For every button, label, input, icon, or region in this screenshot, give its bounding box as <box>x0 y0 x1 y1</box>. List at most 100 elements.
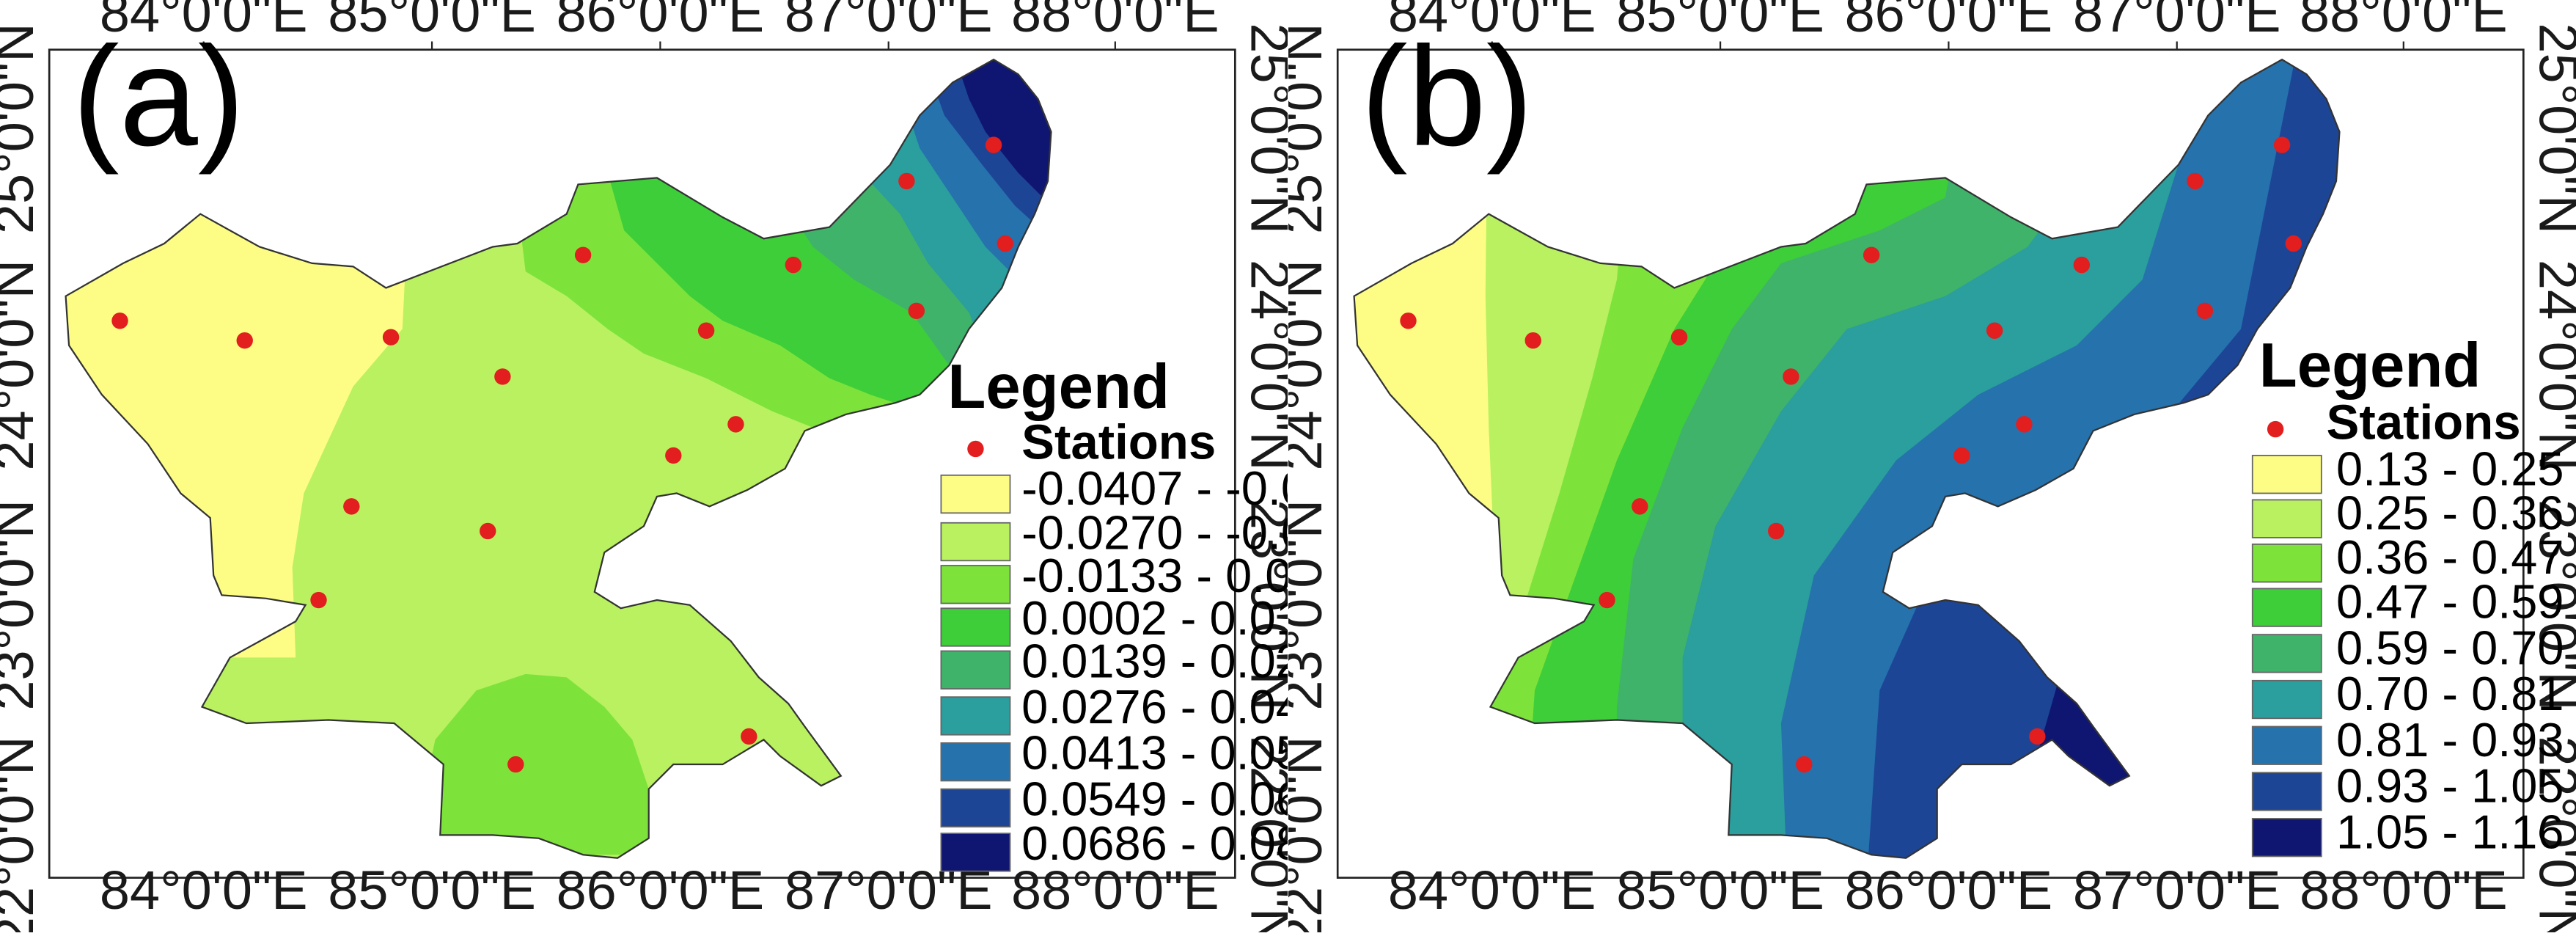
station-marker <box>1632 498 1648 515</box>
station-marker <box>785 256 802 274</box>
y-tick-left: 22°0'0"N <box>0 736 45 932</box>
legend-swatch <box>940 696 1011 736</box>
x-tick-bottom: 87°0'0"E <box>2073 860 2281 921</box>
panel-label: (a) <box>73 18 245 175</box>
legend-title: Legend <box>2259 331 2481 401</box>
station-marker <box>997 235 1013 252</box>
station-marker <box>2016 416 2033 433</box>
x-tick-top: 84°0'0"E <box>1388 0 1596 43</box>
y-tick-right: 24°0'0"N <box>2528 260 2576 471</box>
station-marker <box>697 322 715 339</box>
station-marker <box>343 498 360 515</box>
legend-swatch <box>2251 725 2322 765</box>
station-marker <box>2285 235 2302 252</box>
panel-label: (b) <box>1361 18 1533 175</box>
station-marker <box>310 591 327 609</box>
legend-range: 0.25 - 0.36 <box>2336 486 2564 540</box>
x-tick-top: 88°0'0"E <box>1011 0 1219 43</box>
legend-swatch <box>940 833 1011 872</box>
station-marker <box>111 312 128 329</box>
station-marker <box>1670 329 1688 345</box>
legend-swatch <box>2251 634 2322 673</box>
station-marker <box>1400 312 1417 329</box>
legend-swatch <box>2251 772 2322 811</box>
legend-stations-label: Stations <box>1021 414 1216 469</box>
x-tick-top: 85°0'0"E <box>328 0 536 43</box>
stations-a <box>111 136 1013 773</box>
station-marker <box>908 302 925 320</box>
x-tick-bottom: 85°0'0"E <box>328 860 536 921</box>
station-marker <box>2073 256 2091 274</box>
legend-range: 0.70 - 0.81 <box>2336 667 2564 720</box>
station-marker <box>1863 246 1880 263</box>
y-tick-left: 25°0'0"N <box>0 23 45 234</box>
station-marker <box>1599 591 1615 609</box>
station-marker <box>1986 322 2003 339</box>
map-b-svg: 84°0'0"E 85°0'0"E 86°0'0"E 87°0'0"E 88°0… <box>1272 0 2576 936</box>
station-marker <box>382 329 400 345</box>
map-a-svg: 84°0'0"E 85°0'0"E 86°0'0"E 87°0'0"E 88°0… <box>0 0 1387 936</box>
legend-range: 0.0686 - 0.0823 <box>1021 816 1288 870</box>
x-tick-top: 86°0'0"E <box>1845 0 2053 43</box>
y-tick-right: 25°0'0"N <box>1240 23 1288 234</box>
legend-swatch <box>2251 588 2322 627</box>
station-marker <box>236 332 253 349</box>
station-marker <box>2196 302 2214 320</box>
station-marker <box>480 522 496 540</box>
station-marker <box>741 728 757 745</box>
legend-swatch <box>940 565 1011 604</box>
x-tick-bottom: 85°0'0"E <box>1616 860 1824 921</box>
y-tick-left: 24°0'0"N <box>0 260 45 471</box>
station-marker <box>574 246 592 263</box>
legend-a: Legend Stations -0.0407 - -0.0270 -0.027… <box>940 352 1387 872</box>
station-marker <box>985 136 1002 153</box>
x-tick-bottom: 84°0'0"E <box>100 860 308 921</box>
station-marker <box>1783 368 1799 385</box>
legend-swatch <box>2251 499 2322 538</box>
x-tick-top: 87°0'0"E <box>785 0 993 43</box>
legend-range: 1.05 - 1.16 <box>2336 805 2564 858</box>
legend-swatch <box>940 742 1011 782</box>
y-tick-right: 23°0'0"N <box>2528 500 2576 711</box>
x-tick-bottom: 86°0'0"E <box>557 860 765 921</box>
legend-swatch <box>940 522 1011 562</box>
legend-swatch <box>2251 818 2322 858</box>
legend-station-symbol <box>2267 420 2284 438</box>
legend-range: 0.36 - 0.47 <box>2336 530 2564 584</box>
station-marker <box>898 172 915 190</box>
legend-range: 0.59 - 0.70 <box>2336 621 2564 674</box>
panel-a: 84°0'0"E 85°0'0"E 86°0'0"E 87°0'0"E 88°0… <box>0 0 1387 936</box>
state-boundary <box>1353 58 2341 859</box>
station-marker <box>1524 332 1541 349</box>
panel-b: 84°0'0"E 85°0'0"E 86°0'0"E 87°0'0"E 88°0… <box>1272 0 2576 936</box>
x-tick-bottom: 88°0'0"E <box>2300 860 2508 921</box>
x-tick-top: 84°0'0"E <box>100 0 308 43</box>
stations-b <box>1400 136 2302 773</box>
station-marker <box>727 416 744 433</box>
legend-swatch <box>940 788 1011 828</box>
legend-range: 0.13 - 0.25 <box>2336 442 2564 495</box>
station-marker <box>1768 522 1785 540</box>
x-tick-top: 87°0'0"E <box>2073 0 2281 43</box>
legend-title: Legend <box>947 352 1170 422</box>
legend-range: 0.47 - 0.59 <box>2336 575 2564 629</box>
y-tick-left: 23°0'0"N <box>1288 500 1333 711</box>
legend-stations-label: Stations <box>2327 395 2521 450</box>
legend-swatch <box>2251 455 2322 494</box>
legend-swatch <box>2251 543 2322 583</box>
legend-swatch <box>940 650 1011 690</box>
station-marker <box>2273 136 2291 153</box>
station-marker <box>2029 728 2046 745</box>
legend-swatch <box>2251 679 2322 720</box>
station-marker <box>494 368 511 385</box>
y-tick-left: 22°0'0"N <box>1288 736 1333 932</box>
legend-swatch <box>940 607 1011 647</box>
legend-range: 0.81 - 0.93 <box>2336 713 2564 767</box>
legend-range: 0.93 - 1.05 <box>2336 759 2564 813</box>
y-tick-right: 22°0'0"N <box>2528 736 2576 932</box>
legend-swatch <box>940 474 1011 514</box>
zone-fill <box>936 59 1052 231</box>
y-tick-right: 24°0'0"N <box>1240 260 1288 471</box>
station-marker <box>665 447 682 464</box>
station-marker <box>507 756 524 773</box>
